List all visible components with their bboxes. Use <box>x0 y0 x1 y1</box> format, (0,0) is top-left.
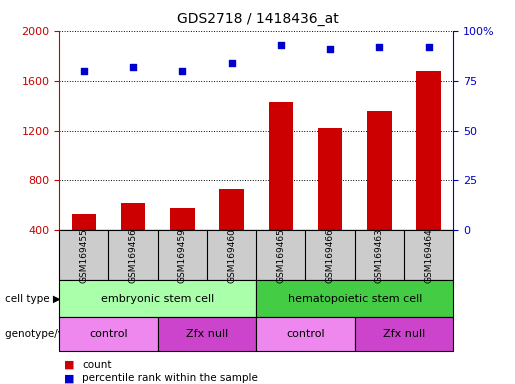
Text: control: control <box>286 329 325 339</box>
Bar <box>72 214 96 280</box>
Bar <box>121 203 145 280</box>
Bar <box>268 102 293 280</box>
Bar <box>219 189 244 280</box>
Text: GSM169459: GSM169459 <box>178 228 187 283</box>
Text: percentile rank within the sample: percentile rank within the sample <box>82 373 259 383</box>
Point <box>129 64 137 70</box>
Text: GSM169464: GSM169464 <box>424 228 433 283</box>
Text: GSM169456: GSM169456 <box>129 228 138 283</box>
Text: cell type ▶: cell type ▶ <box>5 293 61 304</box>
Text: GDS2718 / 1418436_at: GDS2718 / 1418436_at <box>177 12 338 25</box>
Text: Zfx null: Zfx null <box>383 329 425 339</box>
Text: control: control <box>89 329 128 339</box>
Bar <box>367 111 391 280</box>
Point <box>178 68 186 74</box>
Text: genotype/variation ▶: genotype/variation ▶ <box>5 329 115 339</box>
Point <box>228 60 236 66</box>
Text: GSM169455: GSM169455 <box>79 228 89 283</box>
Text: ■: ■ <box>64 373 75 383</box>
Text: GSM169465: GSM169465 <box>277 228 285 283</box>
Bar <box>170 208 195 280</box>
Text: hematopoietic stem cell: hematopoietic stem cell <box>287 293 422 304</box>
Text: GSM169463: GSM169463 <box>375 228 384 283</box>
Text: ■: ■ <box>64 360 75 370</box>
Text: embryonic stem cell: embryonic stem cell <box>101 293 214 304</box>
Point <box>424 44 433 50</box>
Text: GSM169460: GSM169460 <box>227 228 236 283</box>
Point <box>80 68 88 74</box>
Text: GSM169466: GSM169466 <box>325 228 335 283</box>
Bar <box>318 128 342 280</box>
Bar <box>416 71 441 280</box>
Text: Zfx null: Zfx null <box>186 329 228 339</box>
Text: count: count <box>82 360 112 370</box>
Point <box>375 44 384 50</box>
Point <box>277 41 285 48</box>
Point <box>326 46 334 52</box>
